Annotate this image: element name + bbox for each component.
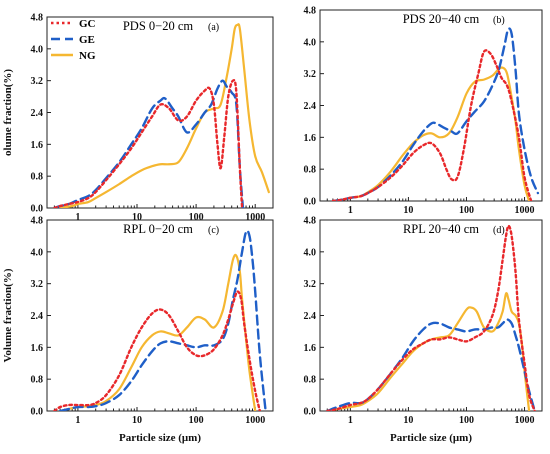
y-tick-label: 1.6 <box>31 343 44 354</box>
y-tick-label: 4.0 <box>304 37 317 48</box>
x-tick-label: 10 <box>403 205 413 216</box>
y-axis-label: Volume fraction(%) <box>2 268 14 362</box>
y-tick-label: 4.8 <box>31 13 44 24</box>
x-tick-label: 100 <box>459 415 474 426</box>
y-tick-label: 1.6 <box>31 140 44 151</box>
y-tick-label: 0.8 <box>304 165 317 176</box>
x-tick-label: 1000 <box>515 415 535 426</box>
legend-label-gc: GC <box>79 18 96 30</box>
y-tick-label: 1.6 <box>304 343 317 354</box>
y-axis-label: olume fraction(%) <box>2 69 14 156</box>
x-tick-label: 1000 <box>515 205 535 216</box>
series-line-ge <box>58 229 267 411</box>
x-tick-label: 100 <box>189 415 204 426</box>
y-tick-label: 2.4 <box>31 108 44 119</box>
y-tick-label: 1.6 <box>304 133 317 144</box>
panel-title: RPL 20−40 cm <box>403 222 479 236</box>
panel-title: PDS 0−20 cm <box>123 19 194 33</box>
x-tick-label: 10 <box>132 415 142 426</box>
x-tick-label: 1 <box>75 212 80 223</box>
series-line-ng <box>59 23 270 208</box>
y-tick-label: 4.0 <box>304 247 317 258</box>
series-line-ge <box>326 318 536 411</box>
panel-tag: (c) <box>208 225 219 236</box>
legend: GC GE NG <box>51 18 96 62</box>
panel-tag: (b) <box>493 15 505 26</box>
chart-panel-2: 0.0 0.8 1.6 2.4 3.2 4.0 4.8 1 10 100 1000 RPL 0−20 … <box>2 216 274 444</box>
y-tick-label: 4.8 <box>31 216 44 227</box>
panel-title: PDS 20−40 cm <box>403 12 480 26</box>
y-tick-label: 2.4 <box>31 311 44 322</box>
x-tick-label: 100 <box>189 212 204 223</box>
legend-label-ng: NG <box>79 50 96 62</box>
plot-frame <box>319 9 543 202</box>
y-tick-label: 0.0 <box>304 197 317 208</box>
legend-label-ge: GE <box>79 34 95 46</box>
x-tick-label: 1 <box>348 205 353 216</box>
series-line-ge <box>53 79 245 208</box>
x-axis-label: Particle size (μm) <box>390 432 472 444</box>
y-tick-label: 4.0 <box>31 247 44 258</box>
y-tick-label: 3.2 <box>304 279 317 290</box>
series-line-gc <box>326 224 536 411</box>
y-tick-label: 0.8 <box>31 375 44 386</box>
y-tick-label: 4.0 <box>31 44 44 55</box>
x-tick-label: 10 <box>132 212 142 223</box>
panel-tag: (d) <box>493 225 505 236</box>
y-tick-label: 3.2 <box>31 279 44 290</box>
y-tick-label: 4.8 <box>304 6 317 17</box>
series-line-ge <box>331 27 540 201</box>
y-tick-label: 0.8 <box>31 172 44 183</box>
y-tick-label: 0.8 <box>304 375 317 386</box>
chart-panel-0: 0.0 0.8 1.6 2.4 3.2 4.0 4.8 1 10 100 1000 PDS 0−20 … <box>2 13 274 223</box>
plot-frame <box>46 219 274 412</box>
x-tick-label: 1000 <box>245 212 265 223</box>
series-line-ng <box>326 292 531 411</box>
y-tick-label: 0.0 <box>31 407 44 418</box>
series-line-gc <box>53 79 244 208</box>
series-line-gc <box>53 290 262 411</box>
x-axis-label: Particle size (μm) <box>119 432 201 444</box>
x-tick-label: 1000 <box>245 415 265 426</box>
y-tick-label: 0.0 <box>31 204 44 215</box>
plot-frame <box>319 219 543 412</box>
panel-tag: (a) <box>208 22 219 33</box>
series-line-gc <box>331 49 533 201</box>
y-tick-label: 4.8 <box>304 216 317 227</box>
series-line-ng <box>331 66 531 201</box>
x-tick-label: 1 <box>348 415 353 426</box>
x-tick-label: 100 <box>459 205 474 216</box>
panel-title: RPL 0−20 cm <box>123 222 193 236</box>
x-tick-label: 10 <box>403 415 413 426</box>
x-tick-label: 1 <box>75 415 80 426</box>
chart-panel-1: 0.0 0.8 1.6 2.4 3.2 4.0 4.8 1 10 100 1000 PDS 20−40… <box>304 6 543 216</box>
y-tick-label: 3.2 <box>31 76 44 87</box>
y-tick-label: 3.2 <box>304 69 317 80</box>
y-tick-label: 0.0 <box>304 407 317 418</box>
y-tick-label: 2.4 <box>304 101 317 112</box>
chart-panel-3: 0.0 0.8 1.6 2.4 3.2 4.0 4.8 1 10 100 1000 RPL 20−40… <box>304 216 543 444</box>
y-tick-label: 2.4 <box>304 311 317 322</box>
